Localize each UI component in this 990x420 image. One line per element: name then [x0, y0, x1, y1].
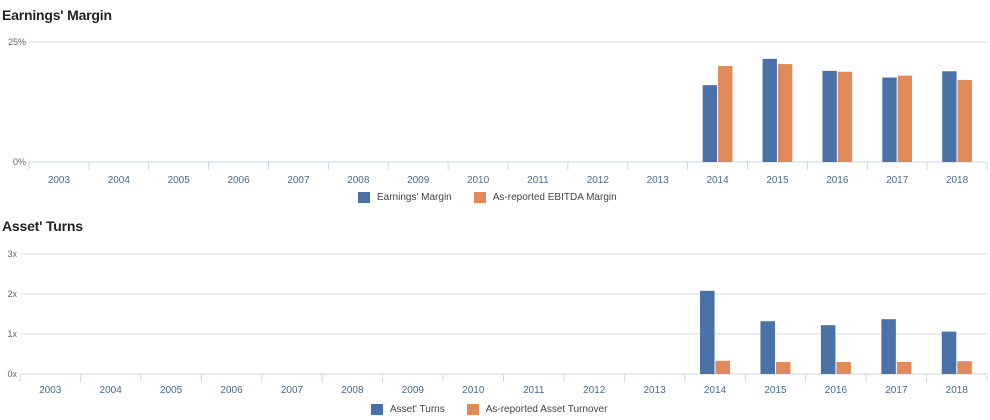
x-tick-label: 2013 [647, 175, 670, 186]
bar [897, 75, 913, 162]
x-tick-label: 2005 [168, 175, 191, 186]
x-tick-label: 2010 [462, 385, 485, 396]
y-tick-label: 1x [7, 329, 17, 339]
x-tick-label: 2011 [523, 385, 545, 396]
legend-item-ebitda-margin[interactable]: As-reported EBITDA Margin [473, 192, 617, 203]
x-tick-label: 2015 [764, 385, 787, 396]
bar [760, 321, 775, 374]
bar [700, 290, 715, 374]
x-tick-label: 2018 [946, 385, 969, 396]
x-tick-label: 2017 [886, 175, 909, 186]
x-tick-label: 2018 [946, 175, 969, 186]
x-tick-label: 2017 [885, 385, 908, 396]
legend-item-earnings-margin[interactable]: Earnings' Margin [358, 192, 452, 203]
x-tick-label: 2015 [766, 175, 789, 186]
legend-swatch [473, 192, 486, 203]
y-tick-label: 3x [7, 249, 17, 259]
x-tick-label: 2003 [48, 175, 71, 186]
legend-label: As-reported EBITDA Margin [492, 192, 617, 203]
bar [820, 325, 836, 374]
bar [715, 360, 731, 374]
x-tick-label: 2006 [220, 385, 243, 396]
legend-swatch [466, 404, 479, 415]
bar [957, 361, 972, 374]
x-tick-label: 2011 [527, 175, 549, 186]
legend-label: Asset' Turns [390, 404, 445, 415]
y-tick-label: 0x [7, 369, 17, 379]
bar [882, 77, 897, 162]
legend-swatch [358, 192, 370, 203]
legend-item-asset-turns[interactable]: Asset' Turns [371, 404, 445, 415]
x-tick-label: 2016 [825, 385, 848, 396]
bar [702, 85, 718, 162]
bar [942, 71, 957, 162]
bar [777, 64, 793, 162]
earnings-margin-chart: 0% 25% 2003 2004 2005 2006 2007 2008 2009 2010 201… [8, 37, 988, 186]
asset-turns-chart: 0x 1x 2x 3x 2003 2004 2005 2006 2007 2008 2009 2010… [7, 249, 988, 396]
bar [957, 79, 972, 162]
asset-turns-panel: Asset' Turns 0x 1x 2x 3x 2003 2004 2005 2006 200… [0, 212, 990, 420]
bar [775, 362, 791, 374]
bar [762, 58, 777, 162]
chart-legend: Asset' Turns As-reported Asset Turnover [371, 404, 629, 415]
x-tick-label: 2010 [467, 175, 490, 186]
bar [881, 319, 896, 374]
y-tick-label: 2x [7, 289, 17, 299]
x-tick-label: 2009 [402, 385, 425, 396]
legend-swatch [371, 404, 383, 415]
x-tick-label: 2008 [347, 175, 370, 186]
bar [822, 70, 837, 162]
legend-label: As-reported Asset Turnover [485, 404, 608, 415]
x-tick-label: 2012 [583, 385, 606, 396]
x-tick-label: 2007 [287, 175, 310, 186]
bar [836, 362, 851, 374]
chart-title: Earnings' Margin [2, 7, 112, 23]
x-tick-label: 2007 [281, 385, 304, 396]
bar [837, 71, 853, 162]
bar [718, 66, 733, 162]
chart-title: Asset' Turns [2, 218, 83, 234]
y-tick-label: 25% [8, 37, 26, 47]
legend-item-asset-turnover[interactable]: As-reported Asset Turnover [466, 404, 608, 415]
chart-legend: Earnings' Margin As-reported EBITDA Marg… [358, 192, 639, 203]
x-tick-label: 2005 [160, 385, 183, 396]
x-tick-label: 2009 [407, 175, 430, 186]
x-tick-label: 2014 [706, 175, 729, 186]
bar [941, 331, 957, 374]
x-tick-label: 2012 [587, 175, 610, 186]
x-tick-label: 2008 [341, 385, 364, 396]
x-tick-label: 2004 [108, 175, 131, 186]
x-tick-label: 2006 [227, 175, 250, 186]
x-tick-label: 2013 [643, 385, 666, 396]
x-tick-label: 2003 [39, 385, 62, 396]
bar [896, 362, 912, 374]
earnings-margin-panel: Earnings' Margin 0% 25% 2003 2004 2005 2006 20… [2, 7, 988, 203]
legend-label: Earnings' Margin [377, 192, 452, 203]
y-tick-label: 0% [13, 157, 26, 167]
x-tick-label: 2014 [704, 385, 727, 396]
x-tick-label: 2004 [100, 385, 123, 396]
x-tick-label: 2016 [826, 175, 849, 186]
